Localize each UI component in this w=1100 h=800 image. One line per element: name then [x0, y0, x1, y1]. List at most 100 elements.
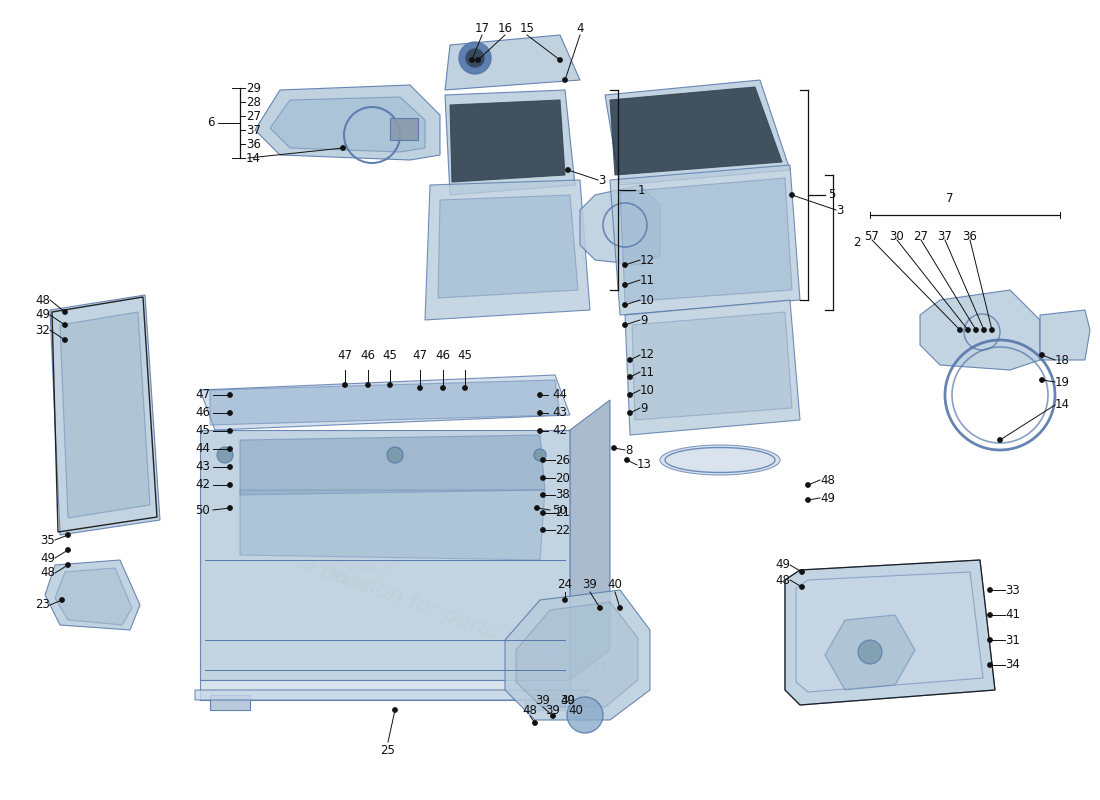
- Polygon shape: [55, 568, 132, 625]
- Text: 18: 18: [1055, 354, 1070, 366]
- Circle shape: [562, 598, 568, 602]
- Circle shape: [988, 662, 992, 667]
- Text: 14: 14: [1055, 398, 1070, 411]
- Text: 34: 34: [1005, 658, 1020, 671]
- Text: 45: 45: [195, 425, 210, 438]
- Text: 17: 17: [474, 22, 490, 34]
- Circle shape: [558, 58, 562, 62]
- Polygon shape: [610, 165, 800, 315]
- Circle shape: [800, 570, 804, 574]
- Circle shape: [540, 458, 546, 462]
- Circle shape: [1040, 353, 1045, 358]
- Text: 5: 5: [828, 189, 835, 202]
- Text: 8: 8: [625, 443, 632, 457]
- Circle shape: [66, 547, 70, 553]
- Text: 15: 15: [519, 22, 535, 34]
- Text: 27: 27: [246, 110, 261, 122]
- Polygon shape: [438, 195, 578, 298]
- Text: 25: 25: [381, 743, 395, 757]
- Text: 41: 41: [1005, 609, 1020, 622]
- Text: 48: 48: [522, 703, 538, 717]
- Circle shape: [538, 410, 542, 415]
- Text: 22: 22: [556, 523, 570, 537]
- Text: 35: 35: [41, 534, 55, 546]
- Circle shape: [562, 78, 568, 82]
- Text: 47: 47: [338, 349, 352, 362]
- Polygon shape: [625, 300, 800, 435]
- Polygon shape: [200, 430, 570, 680]
- Text: 19: 19: [1055, 375, 1070, 389]
- Circle shape: [627, 374, 632, 379]
- Text: 26: 26: [556, 454, 570, 466]
- Polygon shape: [195, 690, 590, 700]
- Circle shape: [540, 475, 546, 481]
- Polygon shape: [240, 490, 544, 560]
- Circle shape: [623, 302, 627, 307]
- Text: 1: 1: [638, 183, 646, 197]
- Text: 13: 13: [637, 458, 652, 471]
- Text: 44: 44: [552, 389, 567, 402]
- Text: 14: 14: [246, 151, 261, 165]
- Circle shape: [597, 606, 603, 610]
- Polygon shape: [200, 375, 570, 430]
- Circle shape: [998, 438, 1002, 442]
- Text: 11: 11: [640, 274, 654, 286]
- Circle shape: [540, 510, 546, 515]
- Text: 31: 31: [1005, 634, 1020, 646]
- Text: 46: 46: [436, 349, 451, 362]
- Polygon shape: [210, 380, 560, 425]
- Text: 12: 12: [640, 254, 654, 266]
- Polygon shape: [920, 290, 1040, 370]
- Text: 24: 24: [558, 578, 572, 591]
- Circle shape: [623, 322, 627, 327]
- Circle shape: [550, 714, 556, 718]
- Text: 48: 48: [40, 566, 55, 579]
- Text: 20: 20: [556, 471, 570, 485]
- Circle shape: [1040, 378, 1045, 382]
- Circle shape: [387, 447, 403, 463]
- Text: 46: 46: [195, 406, 210, 419]
- Circle shape: [627, 393, 632, 398]
- Text: 50: 50: [552, 503, 567, 517]
- Polygon shape: [605, 80, 790, 185]
- Text: 4: 4: [576, 22, 584, 34]
- Text: 7: 7: [946, 192, 954, 205]
- Circle shape: [617, 606, 623, 610]
- Circle shape: [981, 327, 987, 333]
- Circle shape: [418, 386, 422, 390]
- Text: 47: 47: [412, 349, 428, 362]
- Circle shape: [228, 446, 232, 451]
- Circle shape: [66, 533, 70, 538]
- Text: 44: 44: [195, 442, 210, 455]
- Text: 28: 28: [246, 95, 261, 109]
- Polygon shape: [60, 312, 150, 518]
- Text: 49: 49: [35, 309, 50, 322]
- Circle shape: [538, 393, 542, 398]
- Text: 21: 21: [556, 506, 570, 519]
- Circle shape: [627, 410, 632, 415]
- Text: 48: 48: [776, 574, 790, 586]
- Circle shape: [342, 382, 348, 387]
- Text: 3: 3: [598, 174, 605, 186]
- Circle shape: [623, 262, 627, 267]
- Text: 49: 49: [820, 491, 835, 505]
- Polygon shape: [446, 90, 575, 195]
- Circle shape: [623, 282, 627, 287]
- Circle shape: [790, 193, 794, 198]
- Text: 45: 45: [458, 349, 472, 362]
- Circle shape: [228, 429, 232, 434]
- Text: 45: 45: [383, 349, 397, 362]
- Polygon shape: [620, 178, 792, 302]
- Text: 37: 37: [937, 230, 953, 243]
- Circle shape: [966, 327, 970, 333]
- Text: 37: 37: [246, 123, 261, 137]
- Circle shape: [957, 327, 962, 333]
- Text: 29: 29: [246, 82, 261, 94]
- Polygon shape: [516, 602, 638, 707]
- Polygon shape: [50, 295, 160, 535]
- Text: 48: 48: [820, 474, 835, 486]
- Text: 2: 2: [852, 236, 860, 249]
- Text: 10: 10: [640, 383, 654, 397]
- Polygon shape: [785, 560, 996, 705]
- Polygon shape: [255, 85, 440, 160]
